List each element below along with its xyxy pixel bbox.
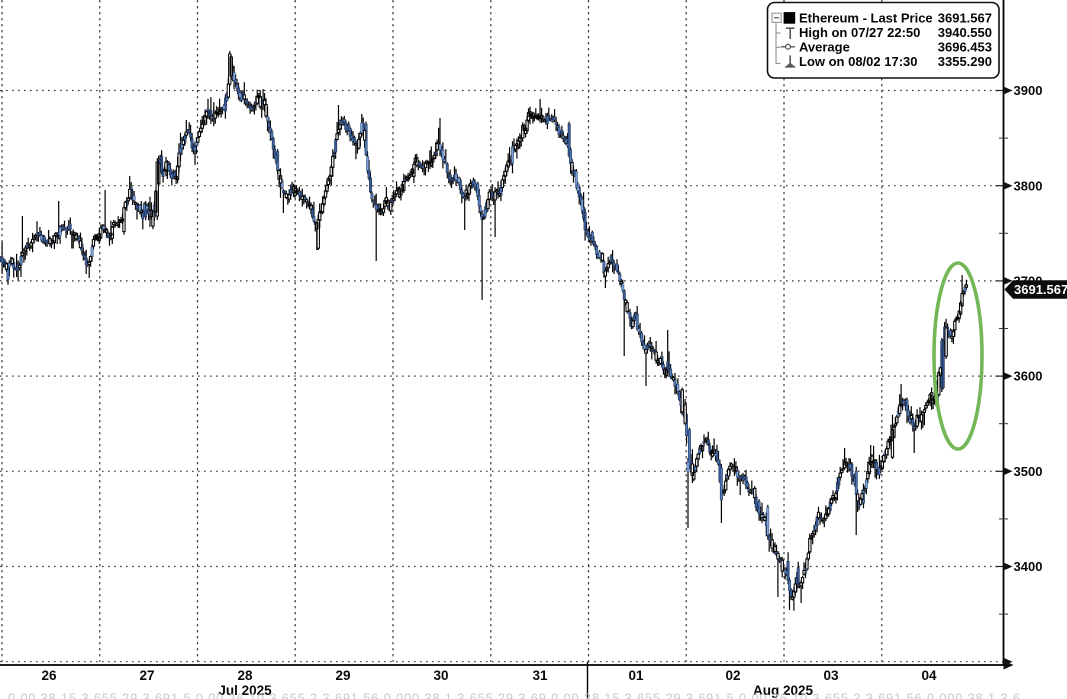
svg-text:0.00 38.15 3.655.29 3.691.5: 0.00 38.15 3.655.29 3.691.5 0.00 36.10 3… [8, 692, 1021, 699]
svg-text:Jul 2025: Jul 2025 [218, 683, 272, 698]
svg-text:3900: 3900 [1014, 83, 1043, 98]
svg-text:3691.567: 3691.567 [1014, 282, 1067, 297]
svg-text:28: 28 [237, 668, 253, 683]
svg-text:Low on 08/02 17:30: Low on 08/02 17:30 [799, 54, 918, 69]
svg-text:3500: 3500 [1014, 464, 1043, 479]
svg-text:3400: 3400 [1014, 559, 1043, 574]
svg-text:01: 01 [628, 668, 644, 683]
svg-text:Average: Average [799, 39, 850, 54]
svg-text:29: 29 [335, 668, 350, 683]
svg-text:31: 31 [532, 668, 548, 683]
svg-text:3800: 3800 [1014, 178, 1043, 193]
svg-text:Ethereum - Last Price: Ethereum - Last Price [799, 11, 933, 26]
svg-text:02: 02 [725, 668, 740, 683]
svg-text:High on 07/27 22:50: High on 07/27 22:50 [799, 25, 920, 40]
svg-text:27: 27 [139, 668, 154, 683]
svg-text:30: 30 [433, 668, 448, 683]
svg-text:3600: 3600 [1014, 369, 1043, 384]
svg-text:3691.567: 3691.567 [938, 11, 992, 26]
svg-text:3355.290: 3355.290 [938, 54, 992, 69]
svg-text:03: 03 [823, 668, 839, 683]
svg-text:26: 26 [41, 668, 57, 683]
svg-text:Aug 2025: Aug 2025 [753, 683, 814, 698]
svg-text:04: 04 [921, 668, 937, 683]
svg-text:3940.550: 3940.550 [938, 25, 992, 40]
svg-text:3696.453: 3696.453 [938, 39, 992, 54]
